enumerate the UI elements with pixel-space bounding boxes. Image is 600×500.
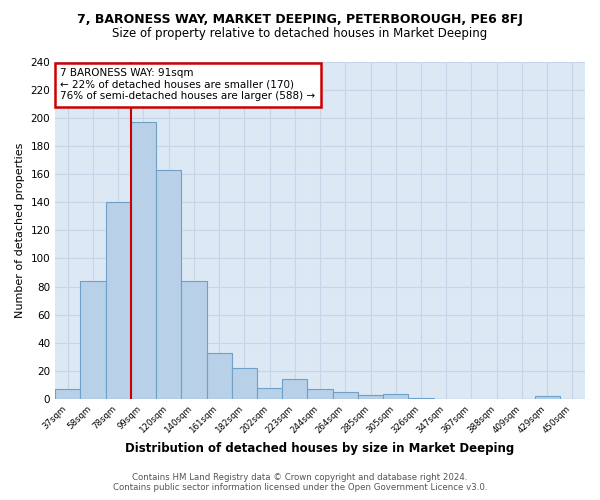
Y-axis label: Number of detached properties: Number of detached properties: [15, 142, 25, 318]
Bar: [156, 170, 181, 399]
X-axis label: Distribution of detached houses by size in Market Deeping: Distribution of detached houses by size …: [125, 442, 515, 455]
Bar: [307, 390, 332, 399]
Text: 7 BARONESS WAY: 91sqm
← 22% of detached houses are smaller (170)
76% of semi-det: 7 BARONESS WAY: 91sqm ← 22% of detached …: [61, 68, 316, 102]
Text: Size of property relative to detached houses in Market Deeping: Size of property relative to detached ho…: [112, 28, 488, 40]
Bar: [80, 281, 106, 399]
Text: 7, BARONESS WAY, MARKET DEEPING, PETERBOROUGH, PE6 8FJ: 7, BARONESS WAY, MARKET DEEPING, PETERBO…: [77, 12, 523, 26]
Bar: [206, 352, 232, 399]
Bar: [181, 281, 206, 399]
Bar: [332, 392, 358, 399]
Bar: [409, 398, 434, 399]
Bar: [257, 388, 282, 399]
Bar: [55, 390, 80, 399]
Bar: [232, 368, 257, 399]
Bar: [535, 396, 560, 399]
Text: Contains HM Land Registry data © Crown copyright and database right 2024.
Contai: Contains HM Land Registry data © Crown c…: [113, 473, 487, 492]
Bar: [106, 202, 131, 399]
Bar: [131, 122, 156, 399]
Bar: [358, 395, 383, 399]
Bar: [383, 394, 409, 399]
Bar: [282, 380, 307, 399]
